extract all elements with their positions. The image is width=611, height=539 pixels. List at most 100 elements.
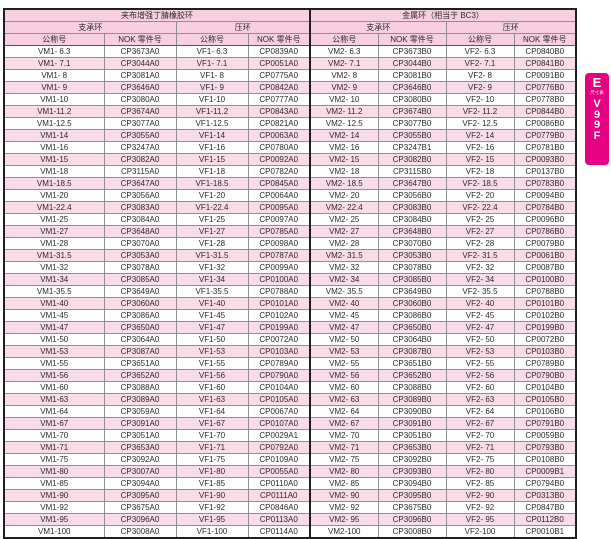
nominal-size-cell: VF1-34 (175, 273, 249, 286)
nok-part-number-cell: CP3646A0 (103, 81, 177, 94)
nok-part-number-cell: CP3088B0 (377, 381, 447, 394)
nok-part-number-cell: CP0794B0 (513, 477, 577, 490)
nominal-size-cell: VM1- 7.1 (3, 57, 105, 70)
nok-part-number-cell: CP3087A0 (103, 345, 177, 358)
nominal-size-cell: VM1-32 (3, 261, 105, 274)
nok-part-number-cell: CP0846A0 (247, 501, 311, 514)
table-row: VM1-75 CP3092A0 VF1-75 CP0109A0 VM2- 75 CP309… (3, 453, 577, 466)
nok-part-number-cell: CP3055A0 (103, 129, 177, 142)
nok-part-number-cell: CP0108B0 (513, 453, 577, 466)
nominal-size-cell: VM2- 85 (309, 477, 379, 490)
nominal-size-cell: VF2- 47 (445, 321, 515, 334)
nominal-size-cell: VF2- 60 (445, 381, 515, 394)
nominal-size-cell: VF2- 11.2 (445, 105, 515, 118)
nok-part-number-cell: CP0792A0 (247, 441, 311, 454)
nominal-size-cell: VF2- 95 (445, 513, 515, 526)
nok-part-number-cell: CP0102A0 (247, 309, 311, 322)
nominal-size-cell: VM2- 53 (309, 345, 379, 358)
nominal-size-cell: VM2- 34 (309, 273, 379, 286)
nok-part-number-cell: CP3652A0 (103, 369, 177, 382)
nominal-size-cell: VM1-47 (3, 321, 105, 334)
nok-part-number-cell: CP3082A0 (103, 153, 177, 166)
nominal-size-cell: VM1-85 (3, 477, 105, 490)
nok-part-number-cell: CP3092A0 (103, 453, 177, 466)
nominal-size-cell: VF2- 34 (445, 273, 515, 286)
nominal-size-cell: VF1-53 (175, 345, 249, 358)
nok-part-number-cell: CP3651B0 (377, 357, 447, 370)
nominal-size-cell: VF2- 22.4 (445, 201, 515, 214)
nok-part-number-cell: CP3091B0 (377, 417, 447, 430)
sub-header-pressure-ring-right: 压环 (445, 21, 577, 34)
nominal-size-cell: VM1-50 (3, 333, 105, 346)
nominal-size-cell: VF2- 12.5 (445, 117, 515, 130)
nominal-size-cell: VF1-31.5 (175, 249, 249, 262)
nominal-size-cell: VF2- 56 (445, 369, 515, 382)
nok-part-number-cell: CP3070A0 (103, 237, 177, 250)
nominal-size-cell: VM2- 80 (309, 465, 379, 478)
nok-part-number-cell: CP0063A0 (247, 129, 311, 142)
nok-part-number-cell: CP0842A0 (247, 81, 311, 94)
nominal-size-cell: VF1- 9 (175, 81, 249, 94)
nok-part-number-cell: CP0101A0 (247, 297, 311, 310)
nominal-size-cell: VM1-12.5 (3, 117, 105, 130)
nominal-size-cell: VM1- 9 (3, 81, 105, 94)
nok-part-number-cell: CP0845A0 (247, 177, 311, 190)
nominal-size-cell: VM2- 27 (309, 225, 379, 238)
nominal-size-cell: VM1-80 (3, 465, 105, 478)
nominal-size-cell: VM1-70 (3, 429, 105, 442)
table-row: VM1-40 CP3060A0 VF1-40 CP0101A0 VM2- 40 CP306… (3, 297, 577, 310)
table-row: VM1-27 CP3648A0 VF1-27 CP0785A0 VM2- 27 CP364… (3, 225, 577, 238)
nok-part-number-cell: CP0780A0 (247, 141, 311, 154)
table-row: VM1-31.5 CP3053A0 VF1-31.5 CP0787A0 VM2- 31.… (3, 249, 577, 262)
nominal-size-cell: VF2- 7.1 (445, 57, 515, 70)
nok-part-number-cell: CP3077B0 (377, 117, 447, 130)
nominal-size-cell: VM2- 50 (309, 333, 379, 346)
nominal-size-cell: VM1-63 (3, 393, 105, 406)
nominal-size-cell: VM2- 60 (309, 381, 379, 394)
nok-part-number-cell: CP0788A0 (247, 285, 311, 298)
table-row: VM1- 9 CP3646A0 VF1- 9 CP0842A0 VM2- 9 CP3646… (3, 81, 577, 94)
nok-part-number-cell: CP3087B0 (377, 345, 447, 358)
nominal-size-cell: VF2- 10 (445, 93, 515, 106)
nominal-size-cell: VF1-14 (175, 129, 249, 142)
nominal-size-cell: VF2- 14 (445, 129, 515, 142)
table-row: VM1- 7.1 CP3044A0 VF1- 7.1 CP0051A0 VM2- 7.1… (3, 57, 577, 70)
nok-part-number-cell: CP3095A0 (103, 489, 177, 502)
nok-part-number-cell: CP3064A0 (103, 333, 177, 346)
nominal-size-cell: VF2- 71 (445, 441, 515, 454)
nok-part-number-cell: CP0779B0 (513, 129, 577, 142)
table-row: VM1-12.5 CP3077A0 VF1-12.5 CP0821A0 VM2- 12.… (3, 117, 577, 130)
table-row: VM1-53 CP3087A0 VF1-53 CP0103A0 VM2- 53 CP308… (3, 345, 577, 358)
nominal-size-cell: VF2- 18 (445, 165, 515, 178)
nominal-size-cell: VF1-16 (175, 141, 249, 154)
nok-part-number-cell: CP0790A0 (247, 369, 311, 382)
table-row: VM1-15 CP3082A0 VF1-15 CP0092A0 VM2- 15 CP308… (3, 153, 577, 166)
nok-part-number-cell: CP0107A0 (247, 417, 311, 430)
col-header-nominal-2: 公称号 (175, 33, 249, 46)
nominal-size-cell: VF1-47 (175, 321, 249, 334)
nominal-size-cell: VF2- 16 (445, 141, 515, 154)
nominal-size-cell: VF1-12.5 (175, 117, 249, 130)
nok-part-number-cell: CP3081A0 (103, 69, 177, 82)
nok-part-number-cell: CP3084B0 (377, 213, 447, 226)
nok-part-number-cell: CP3648A0 (103, 225, 177, 238)
table-row: VM1-47 CP3650A0 VF1-47 CP0199A0 VM2- 47 CP365… (3, 321, 577, 334)
table-row: VM1-34 CP3085A0 VF1-34 CP0100A0 VM2- 34 CP308… (3, 273, 577, 286)
nominal-size-cell: VF2-100 (445, 525, 515, 539)
nominal-size-cell: VF2- 9 (445, 81, 515, 94)
nominal-size-cell: VF2- 70 (445, 429, 515, 442)
table-row: VM1-14 CP3055A0 VF1-14 CP0063A0 VM2- 14 CP305… (3, 129, 577, 142)
nominal-size-cell: VM1-92 (3, 501, 105, 514)
nok-part-number-cell: CP3092B0 (377, 453, 447, 466)
nok-part-number-cell: CP3653B0 (377, 441, 447, 454)
table-row: VM1-16 CP3247A0 VF1-16 CP0780A0 VM2- 16 CP324… (3, 141, 577, 154)
nok-part-number-cell: CP3086A0 (103, 309, 177, 322)
nominal-size-cell: VF1-18.5 (175, 177, 249, 190)
col-header-nominal-1: 公称号 (3, 33, 105, 46)
nominal-size-cell: VF2- 28 (445, 237, 515, 250)
nominal-size-cell: VF1- 6.3 (175, 45, 249, 58)
nok-part-number-cell: CP3008B0 (377, 525, 447, 539)
nominal-size-cell: VF2- 90 (445, 489, 515, 502)
nominal-size-cell: VF1-95 (175, 513, 249, 526)
section-letter: E (592, 75, 602, 90)
